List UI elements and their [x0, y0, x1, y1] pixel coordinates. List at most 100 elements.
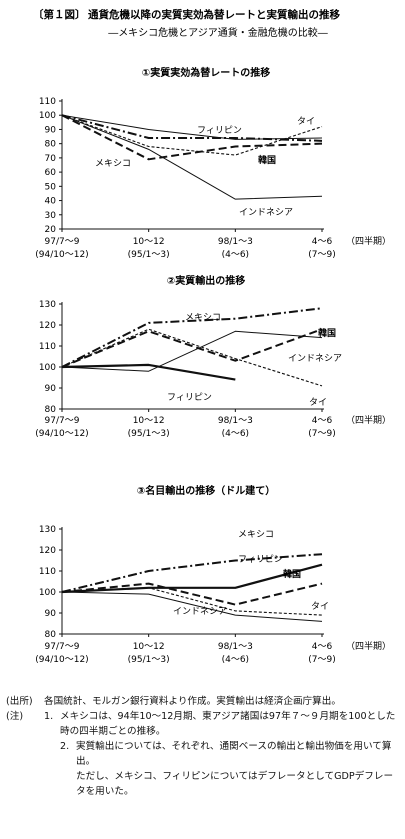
y-tick-label: 100: [39, 111, 56, 121]
x-unit-label: （四半期）: [346, 640, 391, 652]
series-line: [61, 563, 323, 594]
series-line: [61, 114, 323, 142]
source-key: (出所): [6, 696, 33, 707]
note2-number: 2.: [60, 741, 70, 752]
y-tick-label: 80: [45, 405, 57, 415]
note1-number: 1.: [44, 711, 54, 722]
x-tick-label: (7〜9): [308, 429, 335, 439]
figure-subtitle: ―メキシコ危機とアジア通貨・金融危機の比較―: [108, 26, 328, 39]
chart-title: ①実質実効為替レートの推移: [142, 66, 270, 79]
figure-canvas: 〔第１図〕 通貨危機以降の実質実効為替レートと実質輸出の推移 ―メキシコ危機とア…: [33, 8, 391, 665]
x-tick-label: (95/1〜3): [128, 250, 170, 260]
y-tick-label: 130: [39, 300, 56, 310]
y-tick-label: 40: [45, 197, 57, 207]
x-tick-label: 10〜12: [133, 416, 165, 426]
y-tick-label: 80: [45, 140, 57, 150]
series-label: メキシコ: [185, 313, 221, 323]
series-line: [61, 582, 323, 606]
y-tick-label: 90: [45, 609, 57, 619]
figure-label: 〔第１図〕: [33, 8, 86, 21]
chart-1: ①実質実効為替レートの推移 20 30 40 50 60 70 80 90 100 110 97/7〜…: [35, 66, 391, 260]
x-tick-label: 4〜6: [312, 237, 333, 247]
series-line: [61, 553, 323, 593]
x-tick-label: (7〜9): [308, 250, 335, 260]
series-line: [61, 114, 323, 200]
y-tick-label: 120: [39, 321, 56, 331]
note2-text: 実質輸出については、それぞれ、通関ベースの輸出と輸出物価を用いて算出。: [76, 741, 392, 767]
charts-group: ①実質実効為替レートの推移 20 30 40 50 60 70 80 90 100 110 97/7〜…: [35, 66, 391, 665]
x-tick-label: (95/1〜3): [128, 429, 170, 439]
notes-block: (出所) 各国統計、モルガン銀行資料より作成。実質輸出は経済企画庁算出。 (注)…: [6, 694, 398, 799]
series-label: メキシコ: [95, 159, 131, 169]
x-tick-label: (4〜6): [222, 250, 249, 260]
chart-3: ③名目輸出の推移（ドル建て） 80 90 100 110 120 130 97/7〜9 (94/…: [35, 484, 391, 665]
x-tick-label: 10〜12: [133, 642, 165, 652]
series-label: 韓国: [283, 568, 301, 580]
note1-text: メキシコは、94年10〜12月期、東アジア諸国は97年７〜９月期を100とした時…: [60, 711, 396, 737]
x-tick-label: (94/10〜12): [35, 250, 88, 260]
x-tick-label: (4〜6): [222, 429, 249, 439]
series-line: [61, 328, 323, 368]
figure-title: 通貨危機以降の実質実効為替レートと実質輸出の推移: [88, 8, 340, 21]
chart-title: ②実質輸出の推移: [167, 274, 245, 287]
x-tick-label: 97/7〜9: [45, 642, 80, 652]
x-tick-label: 98/1〜3: [218, 642, 253, 652]
x-tick-label: (4〜6): [222, 655, 249, 665]
series-line: [61, 307, 323, 368]
series-label: メキシコ: [238, 530, 274, 540]
x-tick-label: 98/1〜3: [218, 237, 253, 247]
series-label: タイ: [309, 397, 327, 408]
note1-row: (注) 1. メキシコは、94年10〜12月期、東アジア諸国は97年７〜９月期を…: [6, 709, 398, 739]
y-tick-label: 60: [45, 168, 57, 178]
series-label: 韓国: [258, 154, 276, 166]
y-tick-label: 70: [45, 154, 57, 164]
series-line: [61, 363, 236, 381]
y-tick-label: 50: [45, 182, 57, 192]
series-line: [61, 114, 323, 156]
source-text: 各国統計、モルガン銀行資料より作成。実質輸出は経済企画庁算出。: [44, 696, 341, 707]
y-tick-label: 90: [45, 384, 57, 394]
x-tick-label: 4〜6: [312, 642, 333, 652]
y-tick-label: 100: [39, 363, 56, 373]
note2-row: 2. 実質輸出については、それぞれ、通関ベースの輸出と輸出物価を用いて算出。: [6, 739, 398, 769]
chart-2: ②実質輸出の推移 80 90 100 110 120 130 97/7〜9 (94/10〜12)…: [35, 274, 391, 439]
x-unit-label: （四半期）: [346, 414, 391, 426]
series-label: フィリピン: [167, 392, 212, 403]
y-tick-label: 110: [39, 97, 56, 107]
x-tick-label: 10〜12: [133, 237, 165, 247]
x-tick-label: 97/7〜9: [45, 416, 80, 426]
series-line: [61, 114, 323, 140]
chart-title: ③名目輸出の推移（ドル建て）: [137, 484, 275, 497]
x-tick-label: 4〜6: [312, 416, 333, 426]
note2-continuation: ただし、メキシコ、フィリピンについてはデフレータとしてGDPデフレータを用いた。: [76, 771, 394, 797]
series-line: [61, 330, 323, 372]
series-label: タイ: [311, 601, 329, 612]
series-line: [61, 587, 323, 616]
series-label: タイ: [297, 116, 315, 127]
y-tick-label: 30: [45, 211, 57, 221]
series-label: 韓国: [318, 327, 336, 339]
series-line: [61, 114, 323, 161]
x-unit-label: （四半期）: [346, 235, 391, 247]
y-tick-label: 110: [39, 342, 56, 352]
y-tick-label: 120: [39, 546, 56, 556]
y-tick-label: 130: [39, 525, 56, 535]
y-tick-label: 80: [45, 630, 57, 640]
y-tick-label: 90: [45, 125, 57, 135]
y-tick-label: 100: [39, 588, 56, 598]
x-tick-label: (7〜9): [308, 655, 335, 665]
y-tick-label: 110: [39, 567, 56, 577]
series-label: フィリピン: [238, 554, 283, 565]
x-tick-label: (95/1〜3): [128, 655, 170, 665]
x-tick-label: 97/7〜9: [45, 237, 80, 247]
series-line: [61, 328, 323, 387]
series-label: インドネシア: [239, 207, 293, 218]
y-tick-label: 20: [45, 225, 57, 235]
series-label: インドネシア: [288, 353, 342, 364]
source-row: (出所) 各国統計、モルガン銀行資料より作成。実質輸出は経済企画庁算出。: [6, 694, 398, 709]
series-line: [61, 591, 323, 622]
notes-key: (注): [6, 711, 24, 722]
x-tick-label: 98/1〜3: [218, 416, 253, 426]
x-tick-label: (94/10〜12): [35, 655, 88, 665]
x-tick-label: (94/10〜12): [35, 429, 88, 439]
